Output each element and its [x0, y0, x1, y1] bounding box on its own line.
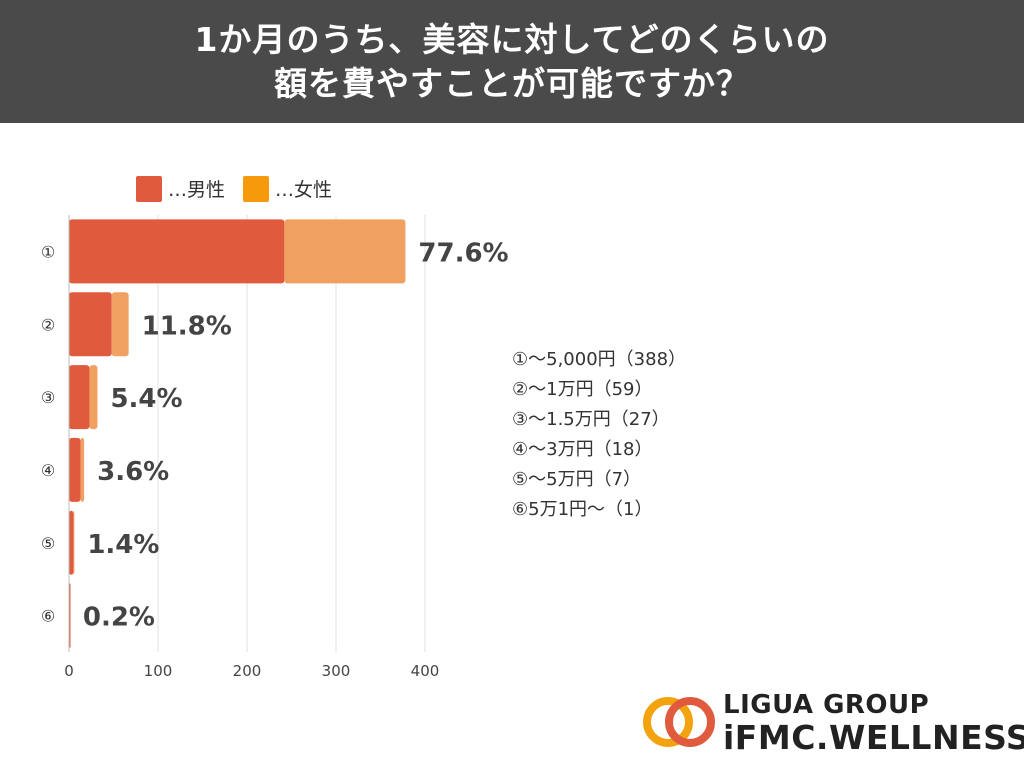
bar-female — [73, 510, 75, 575]
title-banner: 1か月のうち、美容に対してどのくらいの 額を費やすことが可能ですか？ — [0, 0, 1024, 123]
category-key-item: ④〜3万円（18） — [512, 439, 653, 460]
data-label: 5.4% — [110, 384, 182, 414]
bar-male-min — [69, 583, 71, 648]
category-key-item: ③〜1.5万円（27） — [512, 409, 670, 430]
logo-rings-icon — [643, 697, 715, 747]
data-label: 1.4% — [87, 530, 159, 560]
legend-item-male: …男性 — [136, 175, 225, 202]
x-tick-label: 300 — [322, 662, 351, 680]
bar-male — [69, 292, 112, 357]
x-tick-label: 200 — [233, 662, 262, 680]
y-category-label: ① — [41, 242, 55, 261]
bar-female — [80, 437, 85, 502]
x-tick-label: 100 — [144, 662, 173, 680]
bar-male — [69, 437, 81, 502]
data-label: 77.6% — [418, 238, 508, 268]
y-category-label: ⑥ — [41, 607, 55, 626]
chart-legend: …男性 …女性 — [136, 175, 332, 202]
x-tick-label: 0 — [64, 662, 74, 680]
bar-female — [111, 292, 129, 357]
bar-female — [284, 219, 406, 284]
legend-label-female: …女性 — [275, 179, 333, 201]
title-line-1: 1か月のうち、美容に対してどのくらいの — [194, 19, 830, 59]
bar-male — [69, 219, 285, 284]
data-label: 11.8% — [142, 311, 232, 341]
x-tick-label: 400 — [411, 662, 440, 680]
logo-text-ligua: LIGUA GROUP — [723, 690, 930, 720]
company-logo: LIGUA GROUP iFMC.WELLNESS — [640, 690, 1024, 757]
y-category-label: ② — [41, 315, 55, 334]
category-key-list: ①〜5,000円（388） ②〜1万円（59） ③〜1.5万円（27） ④〜3万… — [512, 345, 686, 525]
legend-item-female: …女性 — [243, 175, 332, 202]
data-label: 0.2% — [83, 603, 155, 633]
title-line-2: 額を費やすことが可能ですか？ — [274, 63, 750, 103]
bar-male — [69, 365, 90, 430]
y-category-label: ③ — [41, 388, 55, 407]
y-category-label: ⑤ — [41, 534, 55, 553]
bar-female — [89, 365, 98, 430]
category-key-item: ①〜5,000円（388） — [512, 349, 687, 370]
category-key-item: ⑤〜5万円（7） — [512, 469, 642, 490]
category-key-item: ⑥5万1円〜（1） — [512, 499, 653, 520]
logo-text-ifmc: iFMC.WELLNESS — [723, 718, 1024, 757]
bar-male — [69, 510, 74, 575]
category-key-item: ②〜1万円（59） — [512, 379, 653, 400]
legend-label-male: …男性 — [168, 179, 226, 201]
y-category-label: ④ — [41, 461, 55, 480]
data-label: 3.6% — [97, 457, 169, 487]
legend-swatch-male — [136, 175, 162, 202]
legend-swatch-female — [243, 175, 270, 202]
